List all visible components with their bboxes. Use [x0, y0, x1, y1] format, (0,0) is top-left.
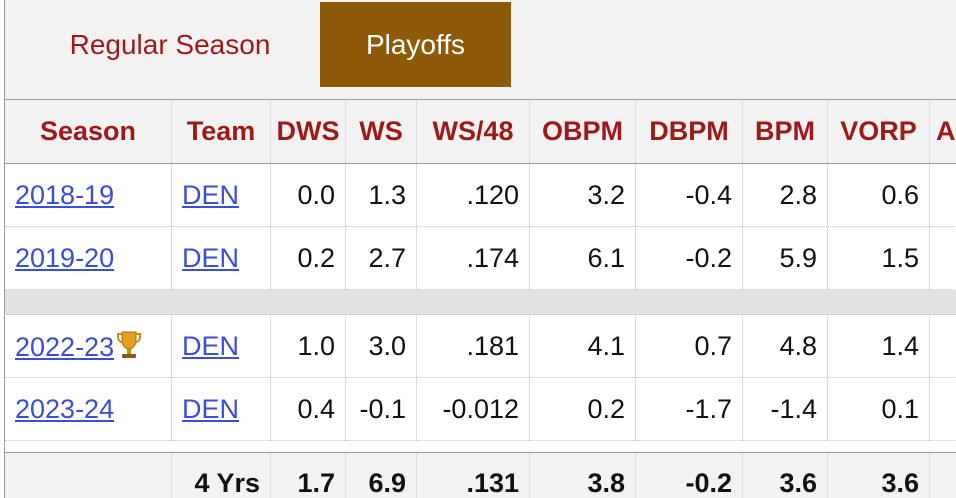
table-row: 2018-19 DEN 0.0 1.3 .120 3.2 -0.4 2.8 0.… [4, 163, 956, 227]
vorp-cell: 1.4 [827, 314, 930, 378]
trophy-icon [117, 331, 142, 358]
header-dws[interactable]: DWS [270, 99, 346, 164]
obpm-total: 3.8 [529, 452, 636, 498]
totals-empty-cell [4, 452, 172, 498]
bpm-cell: 4.8 [742, 314, 828, 378]
header-ws48[interactable]: WS/48 [416, 99, 530, 164]
dws-cell: 0.4 [270, 377, 346, 441]
season-link[interactable]: 2022-23 [15, 331, 115, 362]
ws48-cell: .174 [416, 226, 530, 290]
tab-bar: Regular Season Playoffs [4, 0, 956, 99]
season-gap-row [4, 289, 956, 315]
advanced-stats-table-container[interactable]: Season Team DWS WS WS/48 OBPM DBPM BPM V… [4, 99, 956, 498]
header-team[interactable]: Team [171, 99, 271, 164]
obpm-cell: 4.1 [529, 314, 636, 378]
obpm-cell: 0.2 [529, 377, 636, 441]
ws48-cell: -0.012 [416, 377, 530, 441]
tab-regular-season[interactable]: Regular Season [69, 28, 271, 60]
team-cell: DEN [171, 163, 271, 227]
dbpm-cell: -0.4 [635, 163, 743, 227]
ws-cell: 2.7 [345, 226, 417, 290]
dws-total: 1.7 [270, 452, 346, 498]
ws-cell: -0.1 [345, 377, 417, 441]
team-cell: DEN [171, 377, 271, 441]
tab-playoffs[interactable]: Playoffs [320, 2, 511, 87]
ws-cell: 1.3 [345, 163, 417, 227]
season-cell: 2022-23 [4, 314, 172, 378]
table-row: 2019-20 DEN 0.2 2.7 .174 6.1 -0.2 5.9 1.… [4, 226, 956, 290]
dbpm-cell: -0.2 [635, 226, 743, 290]
ws48-total: .131 [416, 452, 530, 498]
gap-cell [4, 440, 956, 453]
season-link[interactable]: 2023-24 [15, 393, 115, 424]
dbpm-cell: 0.7 [635, 314, 743, 378]
table-row: 2023-24 DEN 0.4 -0.1 -0.012 0.2 -1.7 -1.… [4, 377, 956, 441]
season-link[interactable]: 2019-20 [15, 242, 115, 273]
team-link[interactable]: DEN [182, 330, 240, 361]
obpm-cell: 6.1 [529, 226, 636, 290]
bpm-cell: 2.8 [742, 163, 828, 227]
totals-label: 4 Yrs [171, 452, 271, 498]
dbpm-total: -0.2 [635, 452, 743, 498]
team-cell: DEN [171, 226, 271, 290]
header-a[interactable]: A [929, 99, 956, 164]
a-cell [929, 163, 956, 227]
team-link[interactable]: DEN [182, 179, 240, 210]
season-cell: 2019-20 [4, 226, 172, 290]
totals-row: 4 Yrs 1.7 6.9 .131 3.8 -0.2 3.6 3.6 [4, 452, 956, 498]
dws-cell: 0.2 [270, 226, 346, 290]
bpm-cell: 5.9 [742, 226, 828, 290]
ws48-cell: .181 [416, 314, 530, 378]
ws-cell: 3.0 [345, 314, 417, 378]
season-cell: 2023-24 [4, 377, 172, 441]
team-cell: DEN [171, 314, 271, 378]
header-obpm[interactable]: OBPM [529, 99, 636, 164]
team-link[interactable]: DEN [182, 242, 240, 273]
header-dbpm[interactable]: DBPM [635, 99, 743, 164]
team-link[interactable]: DEN [182, 393, 240, 424]
vorp-total: 3.6 [827, 452, 930, 498]
header-vorp[interactable]: VORP [827, 99, 930, 164]
season-cell: 2018-19 [4, 163, 172, 227]
obpm-cell: 3.2 [529, 163, 636, 227]
bpm-total: 3.6 [742, 452, 828, 498]
table-row: 2022-23 DEN 1.0 3.0 .181 4.1 0.7 4.8 1.4 [4, 314, 956, 378]
vorp-cell: 1.5 [827, 226, 930, 290]
a-cell [929, 314, 956, 378]
bpm-cell: -1.4 [742, 377, 828, 441]
header-bpm[interactable]: BPM [742, 99, 828, 164]
vorp-cell: 0.1 [827, 377, 930, 441]
dws-cell: 1.0 [270, 314, 346, 378]
season-link[interactable]: 2018-19 [15, 179, 115, 210]
a-cell [929, 226, 956, 290]
header-season[interactable]: Season [4, 99, 172, 164]
table-header-row: Season Team DWS WS WS/48 OBPM DBPM BPM V… [4, 99, 956, 164]
ws-total: 6.9 [345, 452, 417, 498]
a-total [929, 452, 956, 498]
pre-total-gap [4, 440, 956, 453]
dbpm-cell: -1.7 [635, 377, 743, 441]
ws48-cell: .120 [416, 163, 530, 227]
vorp-cell: 0.6 [827, 163, 930, 227]
advanced-stats-table: Season Team DWS WS WS/48 OBPM DBPM BPM V… [4, 99, 956, 498]
header-ws[interactable]: WS [345, 99, 417, 164]
a-cell [929, 377, 956, 441]
gap-cell [4, 289, 956, 315]
dws-cell: 0.0 [270, 163, 346, 227]
